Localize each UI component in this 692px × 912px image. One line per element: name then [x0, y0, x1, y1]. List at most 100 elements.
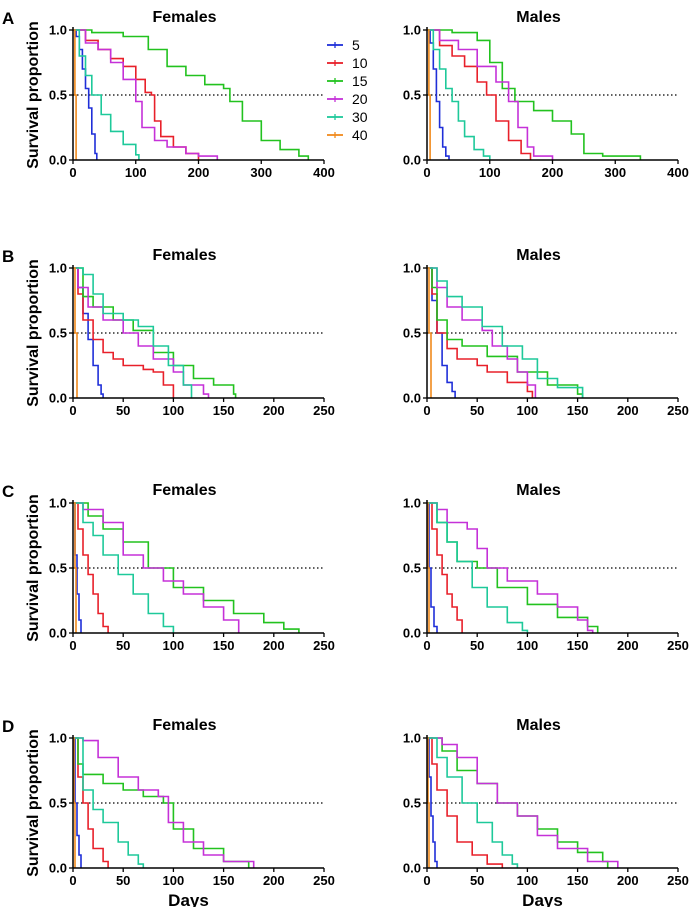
x-tick-label: 200 — [188, 165, 210, 180]
x-tick-label: 0 — [69, 403, 76, 418]
x-tick-label: 100 — [517, 638, 539, 653]
panel-letter: C — [2, 482, 14, 501]
legend-label: 10 — [352, 55, 368, 71]
series-10-line — [427, 502, 463, 633]
series-20-line — [73, 502, 240, 633]
x-tick-label: 0 — [423, 638, 430, 653]
series-5-line — [427, 29, 450, 160]
x-tick-label: 250 — [313, 873, 335, 888]
legend-label: 40 — [352, 127, 368, 143]
panel-letter: D — [2, 717, 14, 736]
x-tick-label: 100 — [163, 638, 185, 653]
series-30-line — [73, 502, 175, 633]
series-20-line — [73, 737, 255, 868]
legend-item-30: 30 — [327, 109, 368, 125]
y-tick-label: 0.0 — [49, 153, 67, 168]
x-tick-label: 0 — [423, 873, 430, 888]
y-tick-label: 1.0 — [403, 731, 421, 746]
x-tick-label: 400 — [667, 165, 689, 180]
y-tick-label: 0.0 — [403, 626, 421, 641]
series-15-line — [73, 29, 310, 160]
panel-title: Males — [516, 9, 561, 26]
x-tick-label: 200 — [263, 638, 285, 653]
series-40-line — [427, 29, 431, 160]
y-axis-label: Survival proportion — [25, 21, 42, 169]
legend-item-5: 5 — [327, 37, 360, 53]
series-5-line — [73, 29, 98, 160]
x-tick-label: 0 — [69, 165, 76, 180]
panel-b-males: Males 0.0 0.5 1.0 0 50 100 150 200 250 — [403, 247, 689, 418]
series-30-line — [427, 737, 519, 868]
x-tick-label: 150 — [567, 403, 589, 418]
y-tick-label: 0.5 — [49, 561, 67, 576]
x-tick-label: 50 — [470, 873, 484, 888]
x-tick-label: 300 — [604, 165, 626, 180]
x-tick-label: 150 — [567, 873, 589, 888]
x-tick-label: 200 — [617, 638, 639, 653]
x-tick-label: 250 — [313, 403, 335, 418]
x-tick-label: 150 — [213, 403, 235, 418]
y-tick-label: 0.5 — [403, 561, 421, 576]
series-10-line — [427, 29, 532, 160]
x-tick-label: 100 — [163, 873, 185, 888]
panel-title: Females — [152, 247, 216, 264]
panel-d-females: D Survival proportion Females 0.0 0.5 1.0 0 50 1… — [2, 717, 335, 910]
x-tick-label: 100 — [479, 165, 501, 180]
x-tick-label: 50 — [470, 403, 484, 418]
y-tick-label: 0.0 — [403, 861, 421, 876]
y-tick-label: 1.0 — [403, 23, 421, 38]
panel-title: Males — [516, 482, 561, 499]
x-tick-label: 50 — [116, 638, 130, 653]
panel-title: Females — [152, 717, 216, 734]
legend-item-15: 15 — [327, 73, 368, 89]
legend-item-40: 40 — [327, 127, 368, 143]
legend-item-20: 20 — [327, 91, 368, 107]
x-tick-label: 50 — [116, 403, 130, 418]
x-tick-label: 0 — [69, 873, 76, 888]
y-axis-label: Survival proportion — [25, 494, 42, 642]
series-30-line — [427, 502, 529, 633]
x-tick-label: 250 — [667, 403, 689, 418]
y-tick-label: 0.5 — [49, 796, 67, 811]
x-tick-label: 150 — [567, 638, 589, 653]
panel-letter: A — [2, 9, 14, 28]
series-40-line — [73, 29, 77, 160]
y-axis-label: Survival proportion — [25, 259, 42, 407]
series-40-line — [427, 267, 432, 398]
x-tick-label: 0 — [69, 638, 76, 653]
x-tick-label: 400 — [313, 165, 335, 180]
series-20-line — [73, 267, 210, 398]
series-10-line — [73, 267, 175, 398]
legend-label: 5 — [352, 37, 360, 53]
y-tick-label: 0.0 — [49, 861, 67, 876]
legend: 5 10 15 20 30 40 — [327, 37, 368, 143]
series-20-line — [73, 29, 219, 160]
panel-c-females: C Survival proportion Females 0.0 0.5 1.0 0 50 1… — [2, 482, 335, 653]
x-tick-label: 200 — [617, 873, 639, 888]
y-tick-label: 1.0 — [49, 261, 67, 276]
x-tick-label: 150 — [213, 873, 235, 888]
y-tick-label: 0.5 — [49, 88, 67, 103]
panel-d-males: Males 0.0 0.5 1.0 0 50 100 150 200 250 Days — [403, 717, 689, 910]
y-tick-label: 0.5 — [403, 88, 421, 103]
series-30-line — [427, 29, 491, 160]
x-tick-label: 100 — [125, 165, 147, 180]
panel-c-males: Males 0.0 0.5 1.0 0 50 100 150 200 250 — [403, 482, 689, 653]
y-tick-label: 1.0 — [49, 731, 67, 746]
x-tick-label: 100 — [517, 403, 539, 418]
series-10-line — [73, 502, 109, 633]
y-tick-label: 0.0 — [403, 391, 421, 406]
series-5-line — [427, 502, 438, 633]
y-tick-label: 0.0 — [403, 153, 421, 168]
x-tick-label: 200 — [263, 873, 285, 888]
x-tick-label: 250 — [667, 873, 689, 888]
series-30-line — [73, 267, 193, 398]
x-tick-label: 250 — [667, 638, 689, 653]
series-20-line — [427, 737, 619, 868]
y-tick-label: 0.5 — [49, 326, 67, 341]
series-10-line — [73, 737, 109, 868]
y-tick-label: 1.0 — [49, 496, 67, 511]
y-tick-label: 0.5 — [403, 326, 421, 341]
